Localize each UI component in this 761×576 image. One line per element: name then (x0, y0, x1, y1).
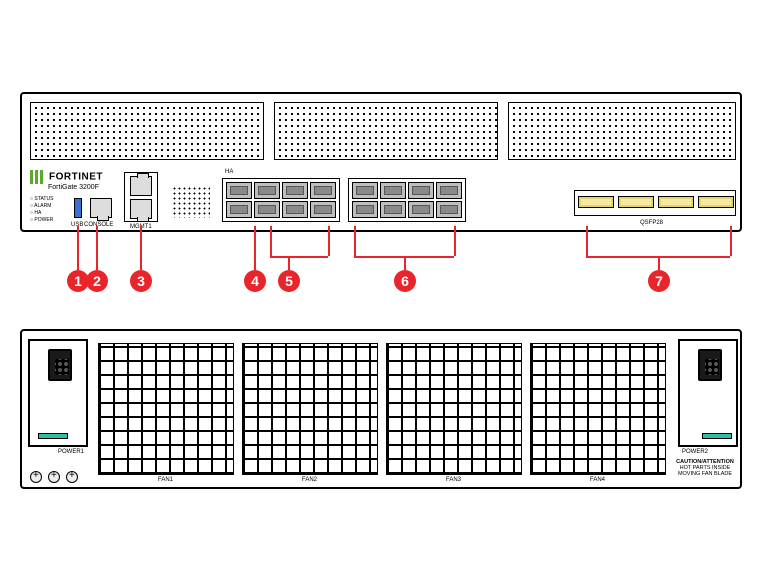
mgmt-frame (124, 172, 158, 222)
led-ha: HA (30, 210, 53, 217)
callout-line-7b (730, 226, 732, 256)
mgmt-port-1 (130, 176, 152, 196)
callout-line-2 (96, 226, 98, 270)
qsfp-2 (618, 196, 654, 208)
sfp-b-5 (352, 201, 378, 218)
fan-grille-2 (242, 343, 378, 475)
callout-line-5c (288, 256, 290, 270)
callout-line-6a (354, 226, 356, 256)
sfp-b-7 (408, 201, 434, 218)
rear-chassis: POWER1 POWER2 FAN1 FAN2 FAN3 FAN4 CAUTIO… (20, 329, 742, 489)
fan-4-label: FAN4 (590, 477, 605, 483)
callout-7: 7 (648, 270, 670, 292)
ha-label: HA (225, 169, 233, 175)
psu-2 (678, 339, 738, 447)
psu-2-label: POWER2 (682, 449, 708, 455)
psu-1 (28, 339, 88, 447)
qsfp-1 (578, 196, 614, 208)
screw-1 (48, 471, 60, 483)
led-alarm: ALARM (30, 203, 53, 210)
ground-screw (30, 471, 42, 483)
callout-line-5a (270, 226, 272, 256)
callout-line-3 (140, 226, 142, 270)
model-text: FortiGate 3200F (48, 184, 99, 191)
sfp-a-8 (310, 201, 336, 218)
sfp-a-3 (282, 182, 308, 199)
led-power: POWER (30, 217, 53, 224)
caution-label: CAUTION/ATTENTION HOT PARTS INSIDE MOVIN… (670, 459, 740, 477)
front-vent-2 (274, 102, 498, 160)
sfp-a-1 (226, 182, 252, 199)
callout-4: 4 (244, 270, 266, 292)
psu-2-inlet (698, 349, 722, 381)
speaker-grid (172, 186, 210, 218)
sfp-a-2 (254, 182, 280, 199)
psu-1-inlet (48, 349, 72, 381)
callout-bracket-5 (270, 256, 328, 258)
psu-1-label: POWER1 (58, 449, 84, 455)
psu-2-handle (702, 433, 732, 439)
callout-line-7a (586, 226, 588, 256)
sfp-a-6 (254, 201, 280, 218)
front-chassis: FORTINET FortiGate 3200F STATUS ALARM HA… (20, 92, 742, 232)
mgmt-port-2 (130, 199, 152, 219)
callout-line-4 (254, 226, 256, 270)
fan-3-label: FAN3 (446, 477, 461, 483)
status-leds: STATUS ALARM HA POWER (30, 196, 53, 224)
sfp-a-5 (226, 201, 252, 218)
callout-line-6c (404, 256, 406, 270)
callout-line-6b (454, 226, 456, 256)
sfp-a-7 (282, 201, 308, 218)
sfp-b-6 (380, 201, 406, 218)
brand-text: FORTINET (49, 172, 103, 183)
console-label: CONSOLE (84, 222, 113, 228)
sfp-b-3 (408, 182, 434, 199)
brand-logo: FORTINET (30, 170, 103, 184)
psu-1-handle (38, 433, 68, 439)
console-port (90, 198, 112, 218)
callout-line-1 (77, 226, 79, 270)
fan-grille-3 (386, 343, 522, 475)
sfp-b-4 (436, 182, 462, 199)
qsfp-4 (698, 196, 734, 208)
callout-6: 6 (394, 270, 416, 292)
usb-port (74, 198, 82, 218)
sfp-a-4 (310, 182, 336, 199)
front-vent-1 (30, 102, 264, 160)
caution-body: HOT PARTS INSIDE MOVING FAN BLADE (670, 465, 740, 477)
callout-line-5b (328, 226, 330, 256)
callout-5: 5 (278, 270, 300, 292)
callout-2: 2 (86, 270, 108, 292)
fan-grille-4 (530, 343, 666, 475)
led-status: STATUS (30, 196, 53, 203)
sfp-b-2 (380, 182, 406, 199)
sfp-b-1 (352, 182, 378, 199)
qsfp-label: QSFP28 (640, 220, 663, 226)
callout-3: 3 (130, 270, 152, 292)
fan-grille-1 (98, 343, 234, 475)
screw-2 (66, 471, 78, 483)
qsfp-3 (658, 196, 694, 208)
fan-1-label: FAN1 (158, 477, 173, 483)
sfp-b-8 (436, 201, 462, 218)
fan-2-label: FAN2 (302, 477, 317, 483)
callout-line-7c (658, 256, 660, 270)
front-vent-3 (508, 102, 736, 160)
